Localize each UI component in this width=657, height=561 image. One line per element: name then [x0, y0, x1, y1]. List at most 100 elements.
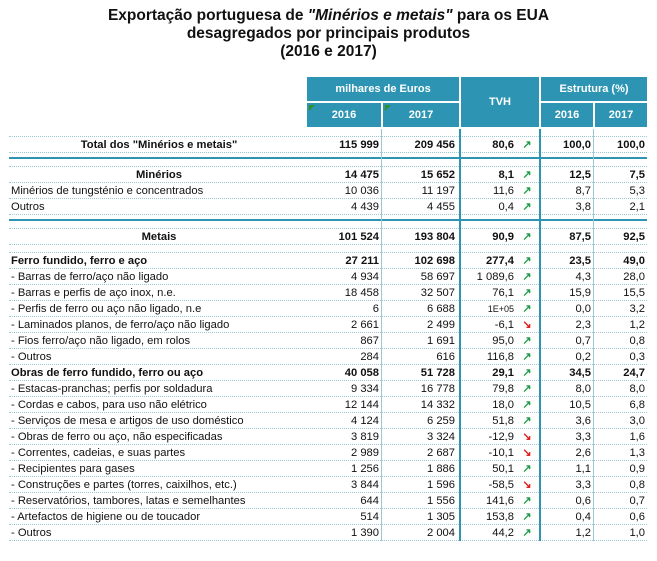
structure-2017: 7,5 [629, 169, 645, 181]
column-divider [593, 129, 594, 541]
value-2017: 11 197 [421, 185, 455, 197]
value-2016: 284 [360, 351, 379, 363]
structure-2017: 0,8 [629, 479, 645, 491]
table-row: Outros 4 439 4 455 0,4 ↗ 3,8 2,1 [9, 199, 647, 215]
value-2017: 1 596 [427, 479, 455, 491]
structure-2016: 12,5 [569, 169, 591, 181]
arrow-up-right-icon: ↗ [522, 511, 532, 523]
structure-2017: 0,6 [629, 511, 645, 523]
structure-2016: 1,1 [575, 463, 591, 475]
structure-2016: 8,7 [575, 185, 591, 197]
row-label: Metais [141, 231, 177, 243]
row-label: - Correntes, cadeias, e suas partes [11, 447, 186, 459]
arrow-up-right-icon: ↗ [522, 383, 532, 395]
row-label: - Artefactos de higiene ou de toucador [11, 511, 201, 523]
structure-2017: 1,2 [629, 319, 645, 331]
row-label: - Obras de ferro ou aço, não especificad… [11, 431, 223, 443]
arrow-up-right-icon: ↗ [522, 231, 532, 243]
arrow-down-right-icon: ↘ [522, 431, 532, 443]
row-label: - Reservatórios, tambores, latas e semel… [11, 495, 246, 507]
header-structure: Estrutura (%) [541, 77, 647, 101]
arrow-up-right-icon: ↗ [522, 399, 532, 411]
row-spacer [9, 129, 647, 137]
structure-2017: 3,0 [629, 415, 645, 427]
structure-2016: 0,2 [575, 351, 591, 363]
table-row: - Obras de ferro ou aço, não especificad… [9, 429, 647, 445]
arrow-down-right-icon: ↘ [522, 447, 532, 459]
structure-2017: 2,1 [629, 201, 645, 213]
value-2016: 644 [360, 495, 379, 507]
arrow-up-right-icon: ↗ [522, 287, 532, 299]
value-2017: 209 456 [414, 139, 455, 151]
value-2017: 102 698 [414, 255, 455, 267]
value-2017: 4 455 [427, 201, 455, 213]
value-2016: 14 475 [344, 169, 379, 181]
row-label: - Fios ferro/aço não ligado, em rolos [11, 335, 191, 347]
structure-2016: 34,5 [569, 367, 591, 379]
table-row: - Serviços de mesa e artigos de uso domé… [9, 413, 647, 429]
row-label: - Perfis de ferro ou aço não ligado, n.e [11, 303, 202, 315]
structure-2016: 3,6 [575, 415, 591, 427]
arrow-down-right-icon: ↘ [522, 319, 532, 331]
value-2017: 2 499 [427, 319, 455, 331]
tvh-value: -58,5 [488, 479, 515, 491]
value-2016: 18 458 [344, 287, 379, 299]
value-2016: 2 661 [351, 319, 379, 331]
arrow-up-right-icon: ↗ [522, 351, 532, 363]
table-row: Minérios 14 475 15 652 8,1 ↗ 12,5 7,5 [9, 167, 647, 183]
header-structure-2017: 2017 [595, 103, 647, 127]
table-row: Ferro fundido, ferro e aço 27 211 102 698 2… [9, 253, 647, 269]
value-2017: 58 697 [420, 271, 455, 283]
tvh-value: 141,6 [486, 495, 514, 507]
tvh-value: 11,6 [493, 185, 514, 197]
value-2016: 1 390 [351, 527, 379, 539]
tvh-value: 51,8 [492, 415, 514, 427]
value-2017: 15 652 [420, 169, 455, 181]
table-row: - Recipientes para gases 1 256 1 886 50,1 ↗ 1… [9, 461, 647, 477]
structure-2017: 92,5 [623, 231, 645, 243]
table-row: - Barras de ferro/aço não ligado 4 934 58 … [9, 269, 647, 285]
structure-2016: 87,5 [569, 231, 591, 243]
structure-2016: 2,3 [575, 319, 591, 331]
value-2017: 6 259 [427, 415, 455, 427]
tvh-value: -10,1 [488, 447, 515, 459]
arrow-up-right-icon: ↗ [522, 527, 532, 539]
arrow-up-right-icon: ↗ [522, 201, 532, 213]
value-2017: 2 687 [427, 447, 455, 459]
structure-2016: 0,0 [575, 303, 591, 315]
document-title: Exportação portuguesa de "Minérios e met… [0, 0, 657, 61]
value-2016: 115 999 [339, 139, 379, 151]
structure-2016: 0,4 [575, 511, 591, 523]
arrow-up-right-icon: ↗ [522, 335, 532, 347]
value-2017: 14 332 [420, 399, 455, 411]
row-spacer [9, 221, 647, 229]
structure-2016: 0,6 [575, 495, 591, 507]
row-separator [9, 215, 647, 221]
row-label: - Estacas-pranchas; perfis por soldadura [11, 383, 213, 395]
structure-2016: 0,7 [575, 335, 591, 347]
row-label: Minérios [135, 169, 182, 181]
row-label: - Barras de ferro/aço não ligado [11, 271, 169, 283]
row-spacer [9, 245, 647, 253]
row-label: - Recipientes para gases [11, 463, 135, 475]
header-value-2016: 2016 [307, 103, 381, 127]
table-row: - Laminados planos, de ferro/aço não lig… [9, 317, 647, 333]
row-label: Obras de ferro fundido, ferro ou aço [11, 367, 204, 379]
table-row: - Outros 1 390 2 004 44,2 ↗ 1,2 1,0 [9, 525, 647, 541]
row-spacer [9, 159, 647, 167]
table-row: - Construções e partes (torres, caixilho… [9, 477, 647, 493]
tvh-value: 79,8 [492, 383, 514, 395]
structure-2017: 100,0 [617, 139, 645, 151]
value-2016: 2 989 [351, 447, 379, 459]
value-2016: 3 819 [351, 431, 379, 443]
value-2017: 16 778 [420, 383, 455, 395]
structure-2016: 3,3 [575, 479, 591, 491]
row-separator [9, 153, 647, 159]
tvh-value: -12,9 [488, 431, 515, 443]
structure-2017: 0,9 [629, 463, 645, 475]
tvh-value: 76,1 [492, 287, 514, 299]
table-row: - Artefactos de higiene ou de toucador 51… [9, 509, 647, 525]
row-label: - Serviços de mesa e artigos de uso domé… [11, 415, 244, 427]
tvh-value: 95,0 [492, 335, 514, 347]
value-2017: 1 691 [427, 335, 455, 347]
